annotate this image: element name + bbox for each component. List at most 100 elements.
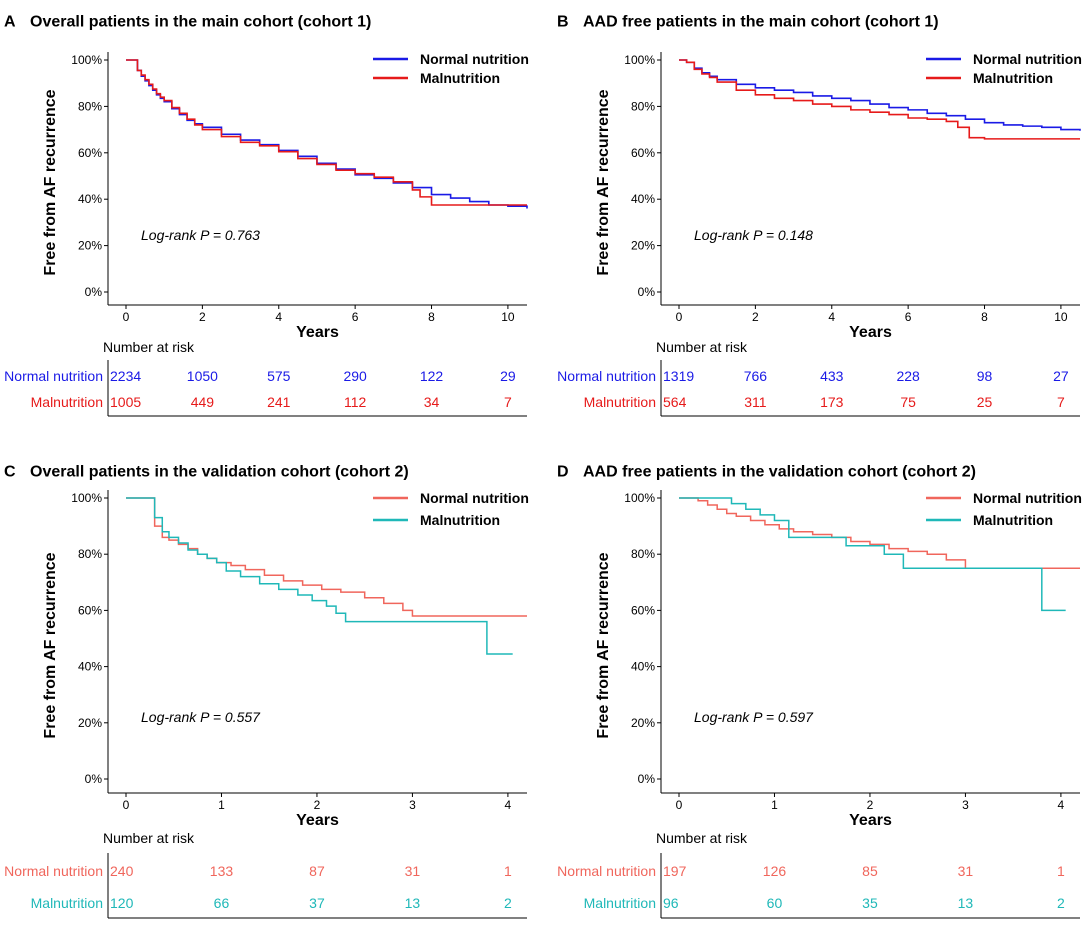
y-tick-label: 60%	[78, 603, 102, 617]
x-tick-label: 6	[905, 310, 912, 324]
y-tick-label: 20%	[78, 239, 102, 253]
risk-count: 575	[267, 368, 291, 384]
x-tick-label: 3	[962, 798, 969, 812]
risk-row-label: Normal nutrition	[557, 863, 656, 879]
y-tick-label: 80%	[78, 99, 102, 113]
risk-count: 7	[504, 394, 512, 410]
x-tick-label: 4	[275, 310, 282, 324]
risk-count: 290	[343, 368, 367, 384]
x-tick-label: 0	[676, 798, 683, 812]
panel-C: C Overall patients in the validation coho…	[4, 463, 529, 919]
x-tick-label: 4	[505, 798, 512, 812]
risk-count: 35	[862, 895, 878, 911]
risk-count: 1050	[187, 368, 218, 384]
panel-title: Overall patients in the validation cohor…	[30, 463, 409, 480]
x-tick-label: 4	[828, 310, 835, 324]
risk-row-label: Malnutrition	[31, 895, 103, 911]
risk-count: 85	[862, 863, 878, 879]
x-tick-label: 2	[752, 310, 759, 324]
x-tick-label: 0	[676, 310, 683, 324]
risk-count: 1319	[663, 368, 694, 384]
risk-count: 1	[1057, 863, 1065, 879]
y-tick-label: 40%	[78, 660, 102, 674]
risk-count: 13	[405, 895, 421, 911]
y-tick-label: 40%	[631, 660, 655, 674]
y-tick-label: 0%	[85, 285, 103, 299]
risk-count: 31	[405, 863, 421, 879]
y-tick-label: 0%	[638, 772, 656, 786]
risk-row-label: Malnutrition	[584, 895, 656, 911]
risk-count: 31	[958, 863, 974, 879]
y-tick-label: 80%	[631, 547, 655, 561]
risk-row-label: Normal nutrition	[4, 368, 103, 384]
risk-count: 66	[214, 895, 230, 911]
x-tick-label: 2	[867, 798, 874, 812]
risk-count: 564	[663, 394, 687, 410]
risk-row-label: Normal nutrition	[4, 863, 103, 879]
panel-letter: B	[557, 13, 569, 30]
risk-count: 449	[191, 394, 215, 410]
risk-table-title: Number at risk	[656, 339, 748, 355]
x-tick-label: 2	[199, 310, 206, 324]
risk-count: 27	[1053, 368, 1069, 384]
risk-count: 240	[110, 863, 134, 879]
legend-label: Normal nutrition	[420, 51, 529, 67]
panel-B: B AAD free patients in the main cohort (c…	[557, 13, 1082, 417]
y-tick-label: 100%	[71, 53, 102, 67]
log-rank-annotation: Log-rank P = 0.557	[141, 709, 261, 725]
x-axis-label: Years	[849, 812, 892, 829]
log-rank-annotation: Log-rank P = 0.148	[694, 227, 813, 243]
x-tick-label: 1	[771, 798, 778, 812]
km-curve-normal	[679, 497, 1080, 569]
km-curve-malnutrition	[679, 59, 1080, 140]
panel-title: AAD free patients in the validation coho…	[583, 463, 976, 480]
x-tick-label: 3	[409, 798, 416, 812]
risk-count: 197	[663, 863, 687, 879]
legend-label: Malnutrition	[420, 512, 500, 528]
risk-table-title: Number at risk	[656, 830, 748, 846]
risk-count: 241	[267, 394, 291, 410]
y-axis-label: Free from AF recurrence	[42, 89, 59, 275]
panel-letter: C	[4, 463, 16, 480]
y-axis-label: Free from AF recurrence	[595, 552, 612, 738]
y-axis-label: Free from AF recurrence	[42, 552, 59, 738]
y-tick-label: 40%	[631, 192, 655, 206]
risk-count: 13	[958, 895, 974, 911]
legend-label: Normal nutrition	[973, 51, 1082, 67]
risk-count: 87	[309, 863, 325, 879]
x-tick-label: 10	[501, 310, 515, 324]
risk-count: 7	[1057, 394, 1065, 410]
y-tick-label: 100%	[71, 491, 102, 505]
y-tick-label: 100%	[624, 491, 655, 505]
risk-row-label: Malnutrition	[584, 394, 656, 410]
y-tick-label: 40%	[78, 192, 102, 206]
x-tick-label: 1	[218, 798, 225, 812]
y-tick-label: 80%	[631, 99, 655, 113]
panel-title: AAD free patients in the main cohort (co…	[583, 13, 939, 30]
risk-count: 311	[744, 394, 767, 410]
legend-label: Malnutrition	[420, 70, 500, 86]
x-tick-label: 8	[428, 310, 435, 324]
y-axis-label: Free from AF recurrence	[595, 89, 612, 275]
legend-label: Malnutrition	[973, 512, 1053, 528]
legend-label: Malnutrition	[973, 70, 1053, 86]
risk-count: 25	[977, 394, 993, 410]
x-tick-label: 0	[123, 310, 130, 324]
x-axis-label: Years	[296, 812, 339, 829]
risk-count: 766	[744, 368, 768, 384]
x-tick-label: 8	[981, 310, 988, 324]
log-rank-annotation: Log-rank P = 0.597	[694, 709, 814, 725]
risk-count: 1	[504, 863, 512, 879]
x-tick-label: 0	[123, 798, 130, 812]
risk-count: 2	[1057, 895, 1065, 911]
risk-count: 126	[763, 863, 787, 879]
legend-label: Normal nutrition	[420, 490, 529, 506]
risk-count: 120	[110, 895, 134, 911]
risk-count: 34	[424, 394, 440, 410]
y-tick-label: 20%	[631, 716, 655, 730]
risk-count: 2	[504, 895, 512, 911]
risk-count: 122	[420, 368, 444, 384]
km-curve-normal	[126, 497, 527, 617]
risk-row-label: Malnutrition	[31, 394, 103, 410]
risk-count: 60	[767, 895, 783, 911]
